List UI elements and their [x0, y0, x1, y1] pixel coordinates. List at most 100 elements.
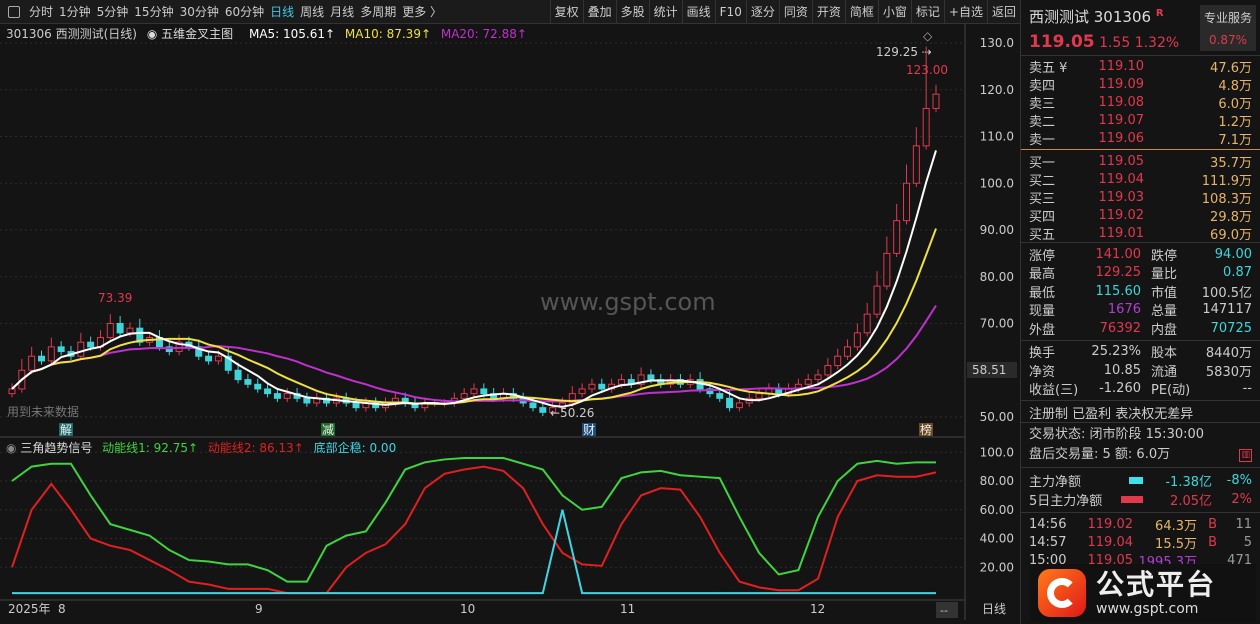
candle: [8, 383, 16, 398]
level-price: 119.03: [1098, 189, 1145, 205]
toolbar-button[interactable]: 标记: [910, 0, 944, 23]
stat-label: 换手: [1029, 346, 1056, 362]
last-price-tag-text: 58.51: [972, 363, 1006, 377]
level-volume: 47.6万: [1210, 60, 1252, 76]
event-tag[interactable]: 减: [321, 423, 335, 437]
level-volume: 35.7万: [1210, 155, 1252, 171]
tick-row: 14:57 119.04 15.5万 B 5: [1021, 533, 1260, 552]
toolbar-button[interactable]: 同资: [778, 0, 812, 23]
date-tick: 9: [255, 602, 263, 616]
stat-label: 现量: [1029, 304, 1056, 320]
toolbar-button[interactable]: 复权: [549, 0, 583, 23]
sidebar-toggle-icon[interactable]: [8, 5, 20, 18]
period-tab[interactable]: 30分钟: [179, 5, 219, 19]
price-tick: 110.0: [980, 130, 1014, 144]
toolbar-button[interactable]: 返回: [986, 0, 1020, 23]
bottom-stable-line: [12, 509, 936, 595]
stock-title: 301306 西测测试(日线): [6, 27, 137, 41]
candle: [342, 392, 350, 407]
level-price: 119.02: [1098, 207, 1145, 223]
price-tick: 100.0: [980, 176, 1014, 190]
event-tag[interactable]: 榜: [919, 422, 933, 437]
candle: [588, 378, 596, 393]
candle: [234, 362, 242, 384]
candle: [116, 316, 124, 337]
stat-row: 换手 25.23% 股本 8440万: [1021, 343, 1260, 362]
level-price: 119.01: [1098, 225, 1145, 241]
event-tag-text: 解: [60, 423, 72, 437]
stat-value: 0.87: [1223, 265, 1252, 281]
period-label[interactable]: 日线: [982, 602, 1006, 616]
toolbar-button[interactable]: 小窗: [877, 0, 911, 23]
candle: [627, 373, 635, 389]
price-tick: 50.00: [980, 410, 1014, 424]
event-tag-text: 财: [583, 423, 595, 437]
stat-value: 76392: [1099, 320, 1141, 336]
orderbook-row: 卖一 119.06 7.1万: [1021, 129, 1260, 148]
event-tag[interactable]: 解: [59, 423, 73, 437]
candle: [539, 402, 547, 417]
price-tick: 70.00: [980, 317, 1014, 331]
level-volume: 111.9万: [1201, 173, 1252, 189]
pro-service-button[interactable]: 专业服务 0.87%: [1200, 5, 1256, 51]
tick-cell: 119.05: [1087, 552, 1134, 568]
period-tab[interactable]: 多周期: [360, 5, 397, 19]
candle: [264, 383, 272, 398]
toolbar-button[interactable]: 逐分: [745, 0, 779, 23]
stat-value: --: [1242, 381, 1252, 397]
toolbar-button[interactable]: 叠加: [582, 0, 616, 23]
last-price: 119.05: [1029, 32, 1095, 52]
candle: [873, 271, 881, 318]
level-volume: 69.0万: [1210, 227, 1252, 243]
service-pct: 0.87%: [1208, 33, 1248, 47]
after-hours: 盘后交易量: 5 额: 6.0万 ▥: [1029, 445, 1252, 465]
indicator-header: ◉ 三角趋势信号 动能线1: 92.75↑ 动能线2: 86.13↑ 底部企稳:…: [6, 439, 396, 456]
toolbar-button[interactable]: F10: [714, 0, 746, 23]
candle: [824, 358, 832, 379]
period-tab[interactable]: 15分钟: [134, 5, 174, 19]
period-tab[interactable]: 更多 〉: [402, 5, 443, 19]
date-tick: 8: [58, 602, 66, 616]
candle: [47, 337, 55, 365]
candle: [303, 392, 311, 407]
template-dropdown[interactable]: ◉ 五维金叉主图: [146, 27, 234, 41]
period-tab[interactable]: 月线: [330, 5, 355, 19]
period-tab[interactable]: 日线: [270, 5, 295, 19]
candle: [205, 350, 213, 365]
period-tab[interactable]: 分时: [29, 5, 54, 19]
high2-label: 123.00: [906, 63, 948, 77]
toolbar-button[interactable]: 开资: [811, 0, 845, 23]
diamond-icon[interactable]: ◇: [923, 29, 933, 43]
peak-label: 73.39: [98, 291, 132, 305]
indicator-dropdown[interactable]: ◉: [6, 441, 17, 455]
l3-label: 底部企稳: 0.00: [313, 441, 397, 455]
scroll-box[interactable]: [936, 602, 958, 618]
date-tick: 2025年: [8, 602, 51, 616]
toolbar-button[interactable]: +自选: [943, 0, 987, 23]
event-tag[interactable]: 财: [582, 423, 596, 437]
period-tab[interactable]: 60分钟: [224, 5, 265, 19]
period-tab[interactable]: 5分钟: [96, 5, 129, 19]
logo-url: www.gspt.com: [1096, 601, 1199, 617]
toolbar-button[interactable]: 多股: [615, 0, 649, 23]
toolbar-button[interactable]: 画线: [681, 0, 715, 23]
period-tab[interactable]: 周线: [300, 5, 325, 19]
level-label: 卖一: [1029, 132, 1056, 148]
level-label: 买五: [1029, 227, 1056, 243]
stat-value: 25.23%: [1091, 344, 1141, 360]
stat-label: 最低: [1029, 285, 1056, 301]
stat-value: -1.260: [1099, 381, 1141, 397]
kline-chart[interactable]: 130.0 120.0 110.0 100.0 90.00 80.00 70.00 50.00…: [0, 0, 1020, 624]
toolbar-button[interactable]: 统计: [648, 0, 682, 23]
l2-label: 动能线2: 86.13↑: [207, 441, 304, 455]
stat-label: 涨停: [1029, 248, 1056, 264]
chart-icon[interactable]: ▥: [1239, 449, 1252, 462]
ma10-label: MA10: 87.39↑: [344, 27, 432, 41]
level-volume: 29.8万: [1210, 209, 1252, 225]
candle: [863, 302, 871, 337]
high-label: 129.25 ⇢: [876, 45, 932, 59]
level-price: 119.10: [1098, 58, 1145, 74]
period-tab[interactable]: 1分钟: [59, 5, 91, 19]
toolbar-button[interactable]: 简框: [844, 0, 878, 23]
level-label: 买二: [1029, 173, 1056, 189]
